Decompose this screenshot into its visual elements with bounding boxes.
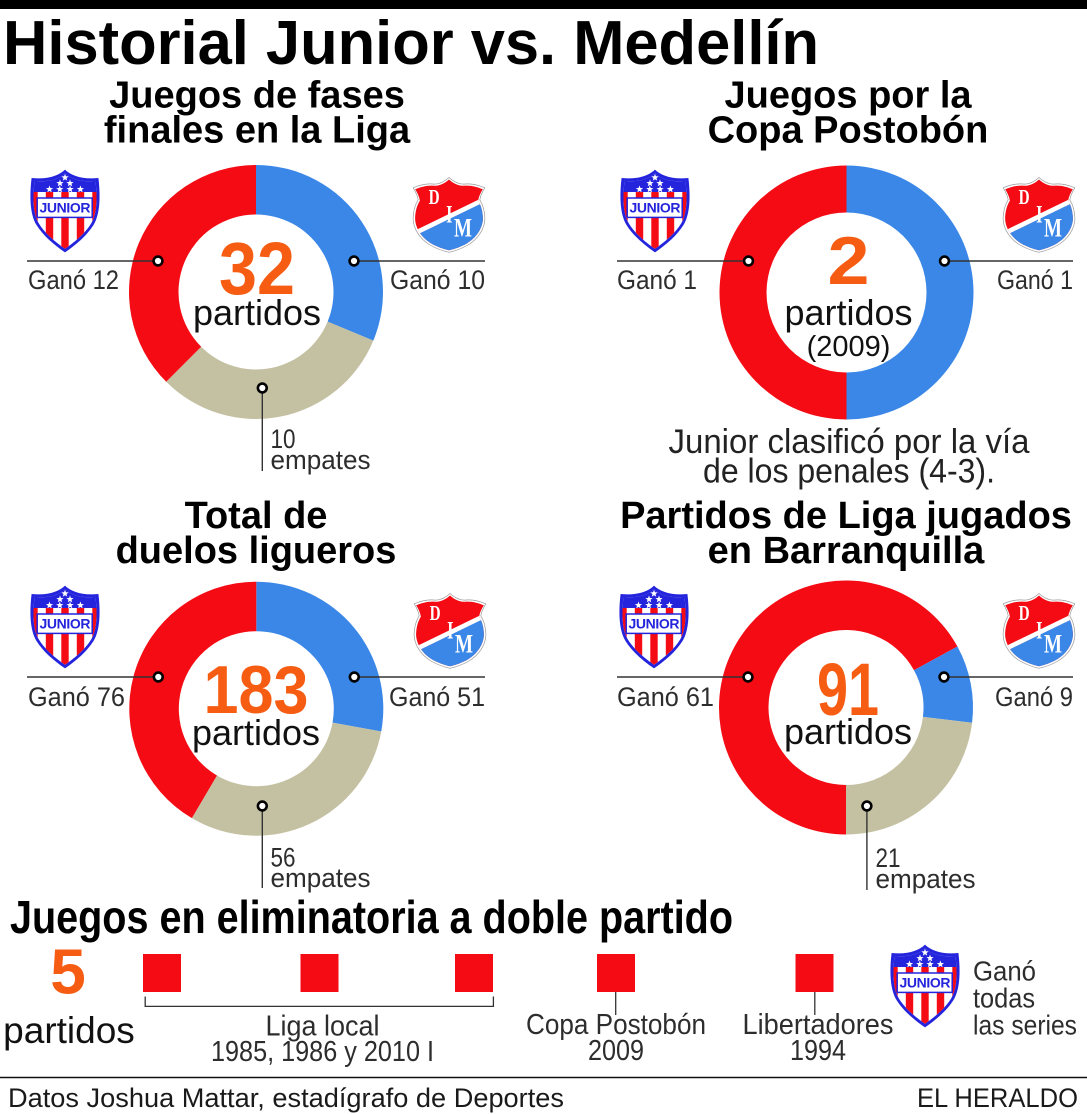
svg-text:Libertadores: Libertadores [743,1009,894,1041]
svg-text:183: 183 [204,652,309,728]
svg-text:10: 10 [271,424,296,454]
svg-text:21: 21 [876,843,901,873]
svg-text:de los penales (4-3).: de los penales (4-3). [703,453,995,491]
svg-text:I: I [1036,618,1042,645]
svg-text:JUNIOR: JUNIOR [900,975,951,991]
svg-text:partidos: partidos [192,712,320,753]
svg-text:Juegos de fases: Juegos de fases [109,75,405,117]
svg-text:32: 32 [219,227,295,310]
svg-text:duelos ligueros: duelos ligueros [116,530,397,572]
svg-text:empates: empates [271,863,371,893]
svg-text:partidos: partidos [193,292,321,333]
svg-text:Juegos por la: Juegos por la [724,75,972,117]
svg-text:Historial Junior vs. Medellín: Historial Junior vs. Medellín [3,9,819,78]
svg-text:Ganó 76: Ganó 76 [28,682,125,712]
svg-text:D: D [430,601,441,625]
svg-text:M: M [455,630,473,659]
svg-text:todas: todas [973,983,1035,1014]
svg-text:M: M [1044,630,1062,659]
svg-text:empates: empates [271,445,371,475]
svg-text:partidos: partidos [3,1010,135,1051]
svg-text:1994: 1994 [790,1035,846,1067]
svg-text:2: 2 [828,223,870,299]
svg-text:JUNIOR: JUNIOR [40,200,91,216]
svg-text:JUNIOR: JUNIOR [40,616,91,632]
svg-text:I: I [1036,202,1042,229]
svg-text:Liga local: Liga local [266,1011,380,1043]
svg-text:M: M [1044,214,1062,243]
svg-text:56: 56 [271,843,296,873]
svg-text:D: D [1019,185,1030,209]
svg-text:D: D [429,185,440,209]
svg-text:Ganó: Ganó [973,956,1036,987]
svg-text:I: I [447,618,453,645]
svg-text:Ganó 10: Ganó 10 [390,265,485,295]
svg-text:Ganó 1: Ganó 1 [997,265,1073,295]
svg-text:JUNIOR: JUNIOR [630,200,681,216]
svg-text:91: 91 [817,648,879,731]
svg-text:(2009): (2009) [807,331,891,363]
svg-text:M: M [454,214,472,243]
svg-text:las series: las series [973,1010,1077,1041]
svg-text:finales en la Liga: finales en la Liga [104,110,411,152]
svg-text:I: I [446,202,452,229]
svg-text:en Barranquilla: en Barranquilla [708,530,985,572]
svg-text:Total de: Total de [185,495,328,537]
svg-text:Ganó 1: Ganó 1 [617,265,697,295]
svg-text:Junior clasificó por la vía: Junior clasificó por la vía [669,423,1030,461]
svg-text:partidos: partidos [784,292,912,333]
svg-text:Ganó 51: Ganó 51 [389,682,485,712]
svg-text:2009: 2009 [588,1035,644,1067]
svg-text:Copa Postobón: Copa Postobón [708,110,989,152]
svg-text:1985, 1986 y 2010 I: 1985, 1986 y 2010 I [211,1036,434,1068]
svg-text:EL HERALDO: EL HERALDO [917,1083,1078,1113]
svg-text:Partidos de Liga jugados: Partidos de Liga jugados [620,495,1072,537]
svg-text:Datos Joshua Mattar, estadígra: Datos Joshua Mattar, estadígrafo de Depo… [8,1083,564,1113]
svg-text:empates: empates [876,864,976,894]
svg-text:JUNIOR: JUNIOR [629,616,680,632]
svg-text:Juegos en eliminatoria a doble: Juegos en eliminatoria a doble partido [10,891,733,943]
svg-text:partidos: partidos [784,711,912,752]
svg-text:Ganó 9: Ganó 9 [995,682,1073,712]
svg-text:Ganó 61: Ganó 61 [617,682,714,712]
svg-text:5: 5 [50,936,86,1008]
svg-text:Copa Postobón: Copa Postobón [526,1009,706,1041]
svg-text:D: D [1019,601,1030,625]
svg-text:Ganó 12: Ganó 12 [28,265,119,295]
